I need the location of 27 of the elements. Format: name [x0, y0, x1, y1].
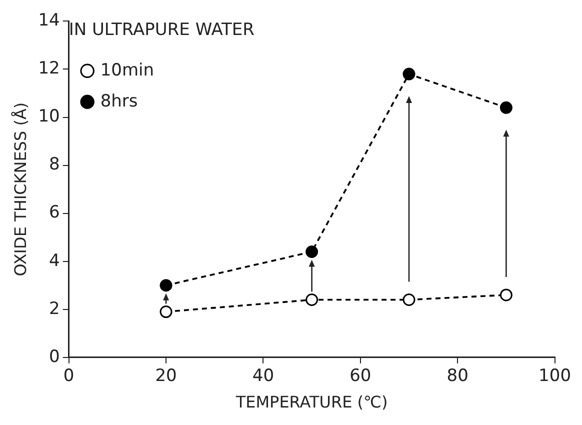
y-tick-label: 4 — [49, 250, 60, 271]
x-axis-title: TEMPERATURE (℃) — [234, 392, 388, 412]
legend-title: IN ULTRAPURE WATER — [68, 20, 255, 40]
point — [306, 294, 318, 306]
y-tick-label: 6 — [49, 202, 60, 223]
point — [306, 245, 318, 258]
y-tick-label: 8 — [49, 154, 60, 175]
y-tick-label: 2 — [49, 298, 60, 319]
y-tick-label: 12 — [38, 58, 60, 79]
y-tick-label: 10 — [38, 106, 60, 127]
x-tick-label: 60 — [350, 366, 372, 386]
point — [500, 101, 512, 114]
point — [402, 68, 416, 80]
legend-label: 10min — [100, 60, 154, 80]
y-tick-label: 14 — [38, 10, 60, 31]
point — [160, 279, 172, 292]
x-tick-label: 80 — [446, 366, 468, 386]
x-tick-label: 100 — [538, 366, 572, 386]
y-tick-label: 0 — [49, 346, 60, 367]
y-axis-title: OXIDE THICKNESS (Å) — [10, 102, 30, 276]
point — [402, 294, 416, 306]
x-tick-label: 0 — [63, 366, 74, 386]
x-tick-label: 40 — [252, 366, 274, 386]
x-tick-label: 20 — [155, 366, 177, 386]
point — [160, 306, 172, 318]
legend-label: 8hrs — [100, 91, 138, 112]
point — [500, 288, 512, 302]
